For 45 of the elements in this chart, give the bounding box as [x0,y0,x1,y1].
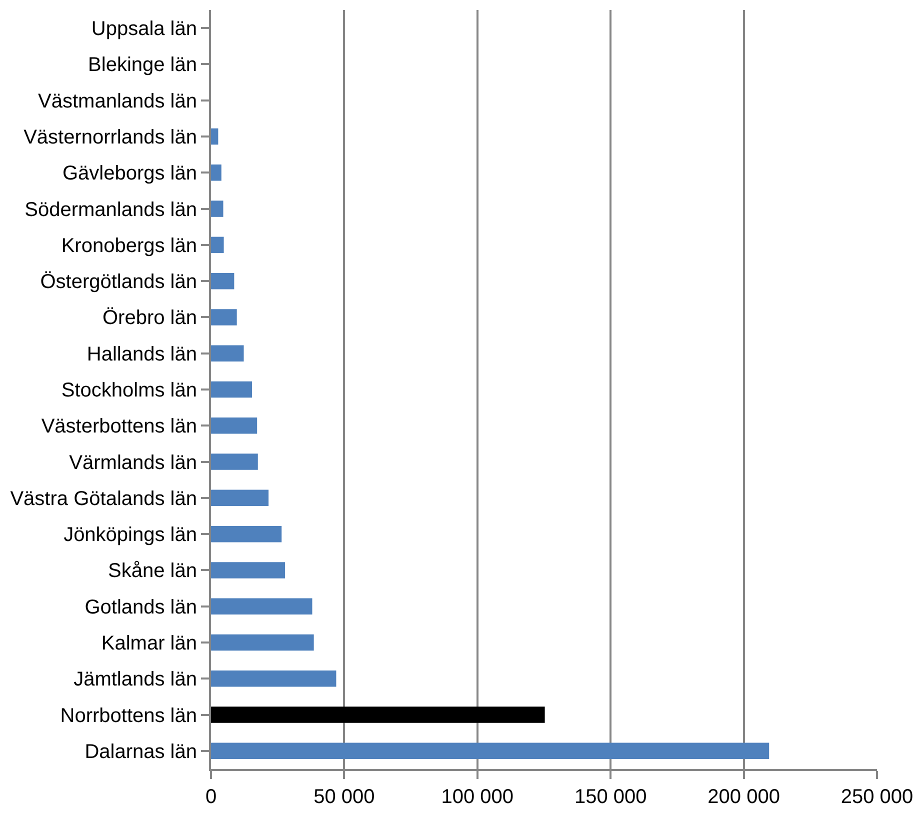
bar [211,598,312,614]
y-tick-label: Skåne län [108,560,197,582]
bar [211,236,224,254]
y-tick-label: Stockholms län [61,380,197,402]
y-tick-label: Östergötlands län [40,271,197,294]
x-tick-label: 0 [205,786,217,808]
y-tick-label: Uppsala län [91,18,197,40]
bar [211,381,252,398]
y-tick-label: Gävleborgs län [62,162,197,185]
bar [211,634,314,651]
y-tick-label: Jönköpings län [64,524,197,546]
bar [211,200,224,217]
bar [211,670,336,687]
x-tick-label: 200 000 [708,786,780,808]
y-tick-label: Västerbottens län [41,416,197,438]
bar [211,706,545,723]
x-tick-label: 50 000 [314,786,375,808]
bar [211,345,244,362]
bar [211,742,770,760]
bar [211,526,282,542]
bar [211,272,234,290]
y-tick-label: Jämtlands län [74,668,197,691]
bar [211,309,237,326]
y-tick-label: Blekinge län [88,54,197,76]
y-tick-label: Hallands län [86,343,197,366]
y-tick-label: Kronobergs län [61,234,197,257]
y-tick-label: Dalarnas län [84,740,197,763]
y-tick-label: Västra Götalands län [10,488,197,510]
bar [211,562,286,578]
y-tick-label: Gotlands län [84,596,197,618]
y-tick-label: Värmlands län [69,452,197,474]
y-tick-label: Västernorrlands län [24,126,197,148]
y-tick-label: Södermanlands län [24,198,197,221]
x-tick-label: 150 000 [574,786,647,808]
y-tick-label: Västmanlands län [38,90,197,112]
x-tick-label: 250 000 [840,786,914,808]
y-tick-label: Kalmar län [101,632,197,654]
bar [211,164,222,181]
y-tick-label: Norrbottens län [60,704,197,727]
bar [211,490,269,506]
x-tick-label: 100 000 [441,786,514,808]
y-tick-label: Örebro län [102,307,197,330]
bar [211,128,218,145]
bar [211,454,258,470]
bar [211,418,258,434]
